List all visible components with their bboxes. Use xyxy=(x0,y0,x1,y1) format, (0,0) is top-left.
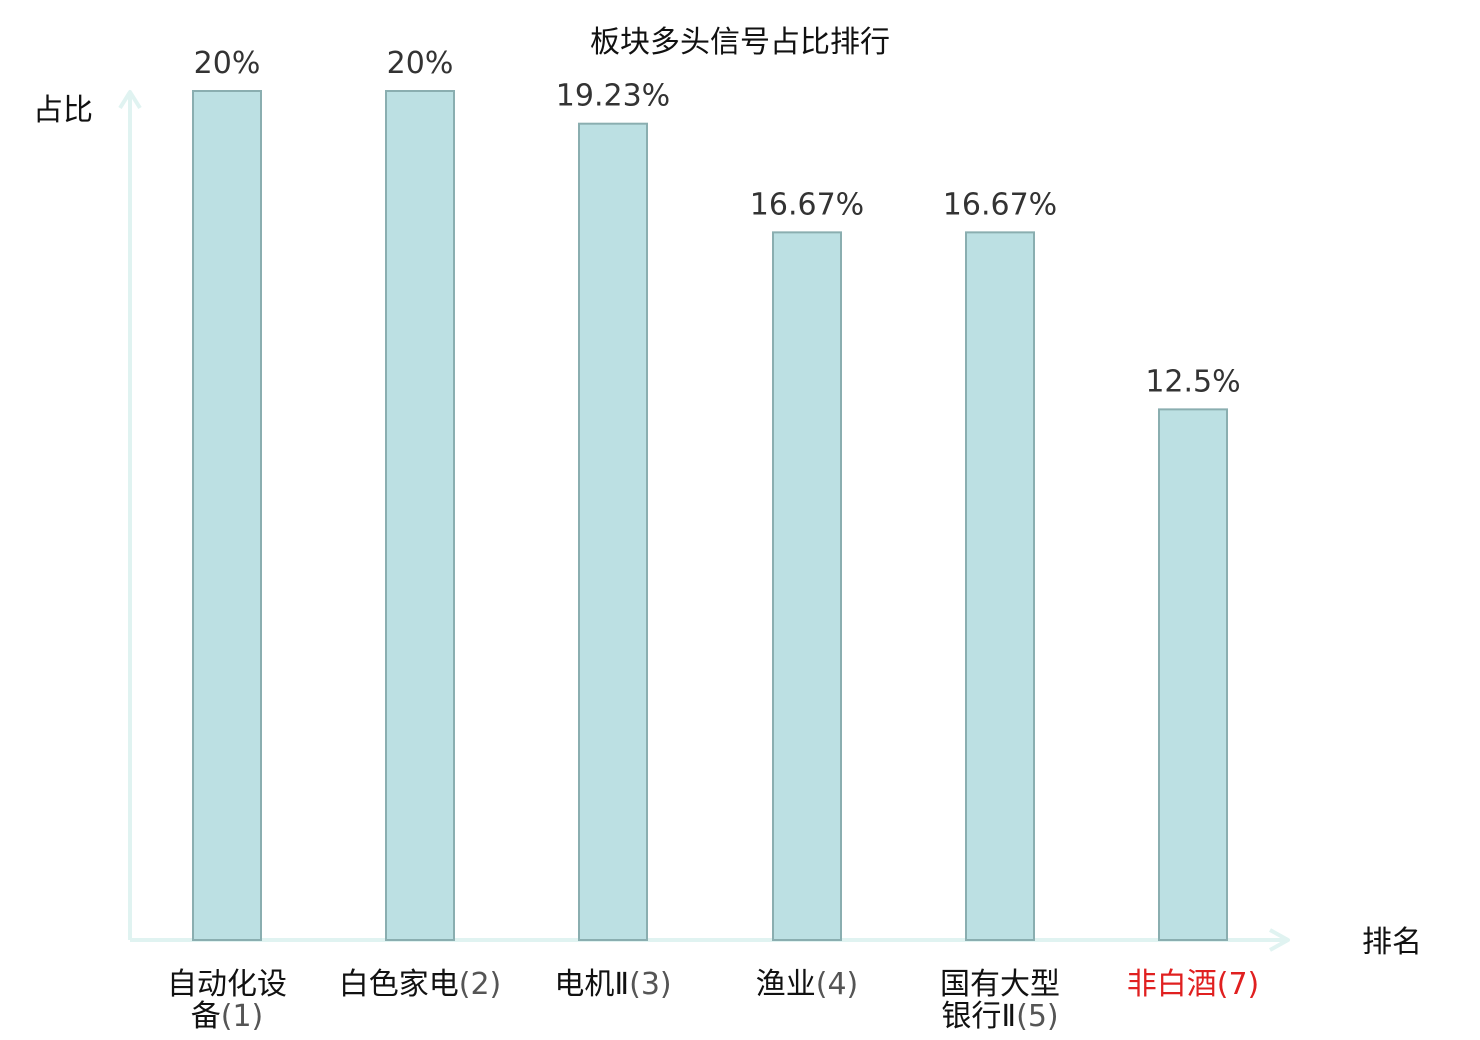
category-tick-label: 自动化设 xyxy=(167,967,287,1002)
data-label: 16.67% xyxy=(750,187,864,222)
chart-title: 板块多头信号占比排行 xyxy=(590,25,890,60)
y-axis-label: 占比 xyxy=(33,93,93,128)
data-label: 19.23% xyxy=(556,79,670,114)
bar xyxy=(578,122,648,941)
x-axis xyxy=(130,928,1290,952)
category-tick-label: 电机Ⅱ(3) xyxy=(554,967,671,1002)
category-tick-label: 非白酒(7) xyxy=(1127,967,1260,1002)
category-tick-label: 国有大型 xyxy=(940,967,1060,1002)
bar xyxy=(192,90,262,941)
bar xyxy=(385,90,455,941)
bar xyxy=(772,231,842,941)
y-axis xyxy=(118,90,142,940)
data-label: 12.5% xyxy=(1145,364,1240,399)
data-label: 16.67% xyxy=(943,187,1057,222)
category-tick-label: 银行Ⅱ(5) xyxy=(941,999,1058,1034)
category-tick-label: 白色家电(2) xyxy=(339,967,502,1002)
category-tick-label: 备(1) xyxy=(191,999,264,1034)
x-axis-label: 排名 xyxy=(1362,925,1422,960)
bar xyxy=(965,231,1035,941)
data-label: 20% xyxy=(194,46,261,81)
category-tick-label: 渔业(4) xyxy=(756,967,859,1002)
data-label: 20% xyxy=(387,46,454,81)
bar xyxy=(1158,408,1228,941)
